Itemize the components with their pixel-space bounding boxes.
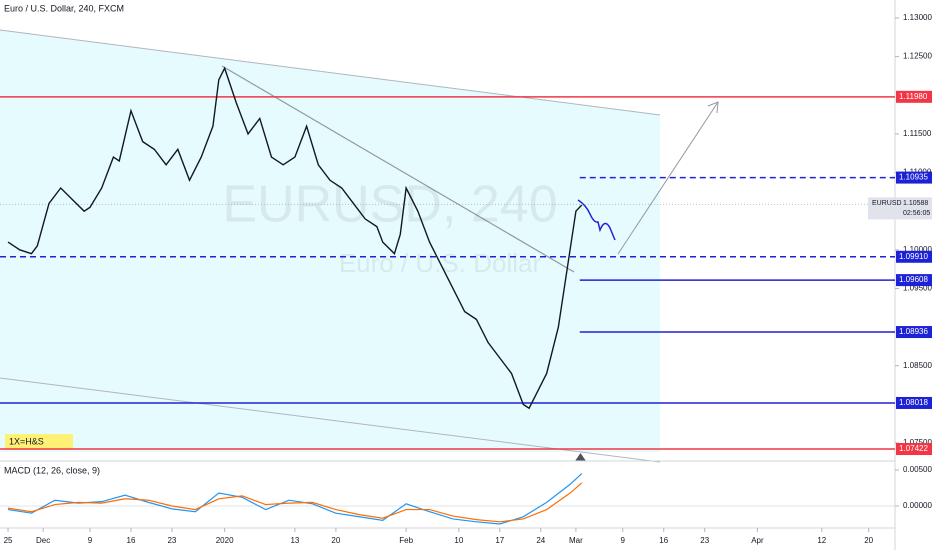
- countdown: 02:56:05: [903, 210, 930, 217]
- x-tick-label: 16: [127, 536, 136, 545]
- y-tick-label: 1.13000: [903, 13, 932, 22]
- level-label: 1.09910: [899, 252, 928, 261]
- drawn-path: [577, 199, 616, 241]
- level-label: 1.08018: [899, 398, 928, 407]
- forecast-arrow: [617, 101, 719, 255]
- current-symbol: EURUSD: [872, 200, 902, 207]
- current-label: 1.10588: [903, 200, 928, 207]
- x-tick-label: 25: [4, 536, 13, 545]
- chart-title: Euro / U.S. Dollar, 240, FXCM: [4, 3, 124, 13]
- series-line: [7, 66, 583, 410]
- series-line: [7, 482, 583, 523]
- y-tick-label: 0.00000: [903, 501, 932, 510]
- x-tick-label: 23: [167, 536, 176, 545]
- marker: [575, 453, 586, 461]
- channel-lower: [0, 377, 661, 463]
- level-badge: [896, 250, 932, 263]
- x-tick-label: 9: [88, 536, 93, 545]
- y-tick-label: 1.11500: [903, 129, 932, 138]
- macd-title: MACD (12, 26, close, 9): [4, 465, 100, 475]
- y-tick-label: 1.12500: [903, 52, 932, 61]
- level-label: 1.09608: [899, 275, 928, 284]
- level-label: 1.07422: [899, 444, 928, 453]
- x-tick-label: 10: [454, 536, 463, 545]
- annotation-box: [5, 434, 73, 450]
- x-tick-label: Dec: [36, 536, 50, 545]
- y-tick-label: 1.09500: [903, 284, 932, 293]
- x-tick-label: 16: [659, 536, 668, 545]
- level-label: 1.08936: [899, 327, 928, 336]
- level-badge: [896, 171, 932, 184]
- x-tick-label: 9: [621, 536, 626, 545]
- x-tick-label: Apr: [751, 536, 764, 545]
- channel-upper: [0, 29, 661, 116]
- trend-line: [221, 65, 575, 273]
- level-label: 1.10935: [899, 173, 928, 182]
- x-tick-label: 12: [817, 536, 826, 545]
- level-badge: [896, 90, 932, 103]
- y-tick-label: 1.07500: [903, 438, 932, 447]
- x-tick-label: 20: [331, 536, 340, 545]
- x-tick-label: Feb: [399, 536, 413, 545]
- current-badge: [868, 197, 932, 220]
- level-badge: [896, 326, 932, 339]
- x-tick-label: 23: [700, 536, 709, 545]
- level-badge: [896, 274, 932, 287]
- x-tick-label: 13: [290, 536, 299, 545]
- level-badge: [896, 396, 932, 409]
- y-tick-label: 0.00500: [903, 465, 932, 474]
- series-line: [7, 473, 583, 525]
- channel-fill: [0, 30, 660, 452]
- x-tick-label: 24: [536, 536, 545, 545]
- arrow-head: [707, 101, 719, 114]
- y-tick-label: 1.10000: [903, 245, 932, 254]
- y-tick-label: 1.08500: [903, 361, 932, 370]
- level-badge: [896, 443, 932, 456]
- x-tick-label: 17: [495, 536, 504, 545]
- level-label: 1.11980: [899, 92, 928, 101]
- x-tick-label: Mar: [569, 536, 583, 545]
- x-tick-label: 2020: [216, 536, 234, 545]
- x-tick-label: 20: [864, 536, 873, 545]
- annotation: 1X=H&S: [9, 436, 44, 446]
